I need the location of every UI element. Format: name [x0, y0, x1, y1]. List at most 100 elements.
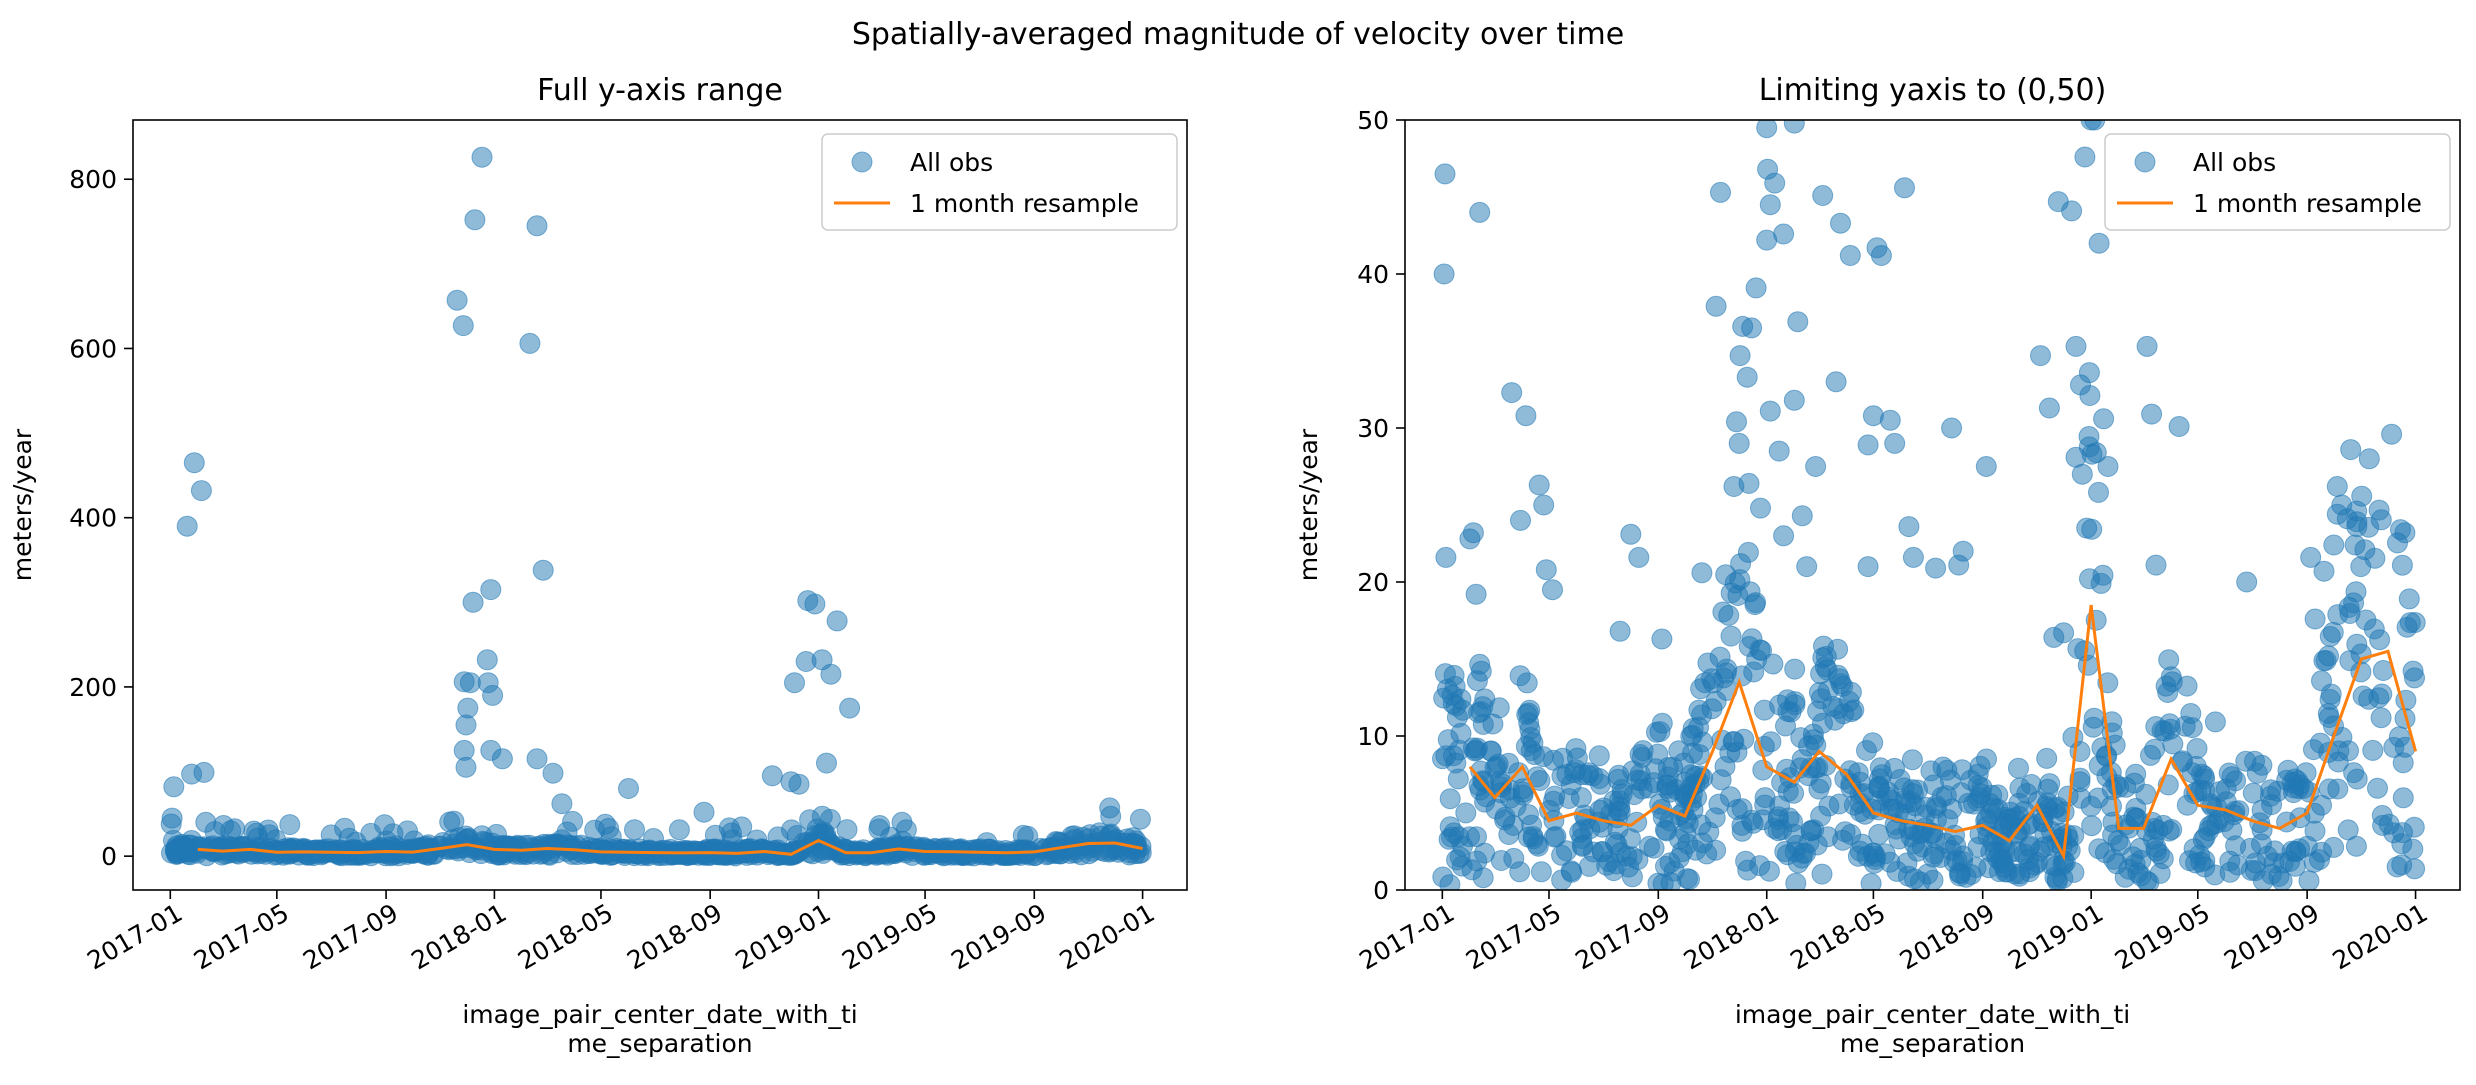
data-point: [1533, 494, 1555, 516]
data-point: [455, 714, 477, 736]
data-point: [1825, 371, 1847, 393]
data-point: [1827, 698, 1849, 720]
x-tick-label: 2019-05: [837, 898, 942, 975]
data-point: [826, 610, 848, 632]
x-tick-label: 2018-01: [406, 898, 511, 975]
data-point: [816, 752, 837, 774]
data-point: [346, 839, 368, 861]
data-point: [1759, 400, 1781, 422]
data-point: [1606, 834, 1628, 855]
data-point: [1542, 579, 1563, 601]
data-point: [891, 811, 913, 833]
data-point: [1465, 583, 1487, 605]
data-point: [1461, 859, 1483, 881]
data-point: [2078, 426, 2100, 447]
data-point: [804, 593, 826, 615]
data-point: [1701, 698, 1723, 720]
data-point: [2295, 762, 2317, 784]
data-point: [1800, 820, 1822, 842]
data-point: [977, 838, 999, 860]
data-point: [1784, 691, 1806, 713]
x-axis-label: image_pair_center_date_with_ti: [462, 1000, 857, 1029]
data-point: [1751, 640, 1772, 661]
data-point: [2069, 767, 2091, 789]
data-point: [2326, 476, 2348, 497]
data-point: [446, 289, 468, 311]
figure-title: Spatially-averaged magnitude of velocity…: [852, 17, 1624, 52]
data-point: [1728, 432, 1750, 454]
data-point: [836, 819, 858, 841]
data-point: [2198, 820, 2220, 842]
y-tick-label: 0: [1373, 876, 1389, 905]
data-point: [1516, 672, 1538, 694]
data-point: [193, 836, 215, 858]
data-point: [1733, 728, 1755, 750]
data-point: [1705, 295, 1727, 317]
data-point: [2392, 822, 2413, 844]
data-point: [590, 837, 612, 859]
data-point: [2093, 408, 2115, 430]
data-point: [1960, 769, 1982, 791]
data-point: [542, 762, 564, 784]
x-tick-label: 2020-01: [1055, 898, 1160, 975]
data-point: [2244, 750, 2265, 772]
data-point: [1446, 849, 1468, 871]
data-point: [417, 842, 439, 864]
y-tick-label: 20: [1357, 568, 1389, 597]
data-point: [1894, 177, 1915, 199]
data-point: [1099, 797, 1121, 819]
data-point: [1685, 839, 1707, 861]
data-point: [183, 452, 205, 474]
data-point: [1510, 509, 1531, 531]
data-point: [160, 813, 182, 835]
data-point: [1652, 873, 1674, 890]
legend: All obs 1 month resample: [2104, 133, 2451, 231]
data-point: [1433, 263, 1455, 285]
data-point: [2358, 448, 2380, 470]
data-point: [1915, 796, 1937, 818]
x-tick-label: 2019-05: [2110, 898, 2215, 975]
data-point: [462, 591, 484, 613]
data-point: [1805, 456, 1827, 477]
data-point: [2318, 645, 2339, 667]
data-point: [2168, 416, 2190, 437]
legend-label-points: All obs: [2193, 148, 2276, 177]
data-point: [551, 793, 573, 815]
data-point: [784, 672, 805, 694]
data-point: [1834, 821, 1856, 843]
data-point: [1941, 798, 1963, 820]
data-point: [1839, 245, 1861, 266]
data-point: [1462, 522, 1484, 544]
data-point: [2080, 795, 2102, 817]
data-point: [820, 663, 842, 685]
legend-label-line: 1 month resample: [2193, 189, 2422, 218]
data-point: [455, 756, 477, 778]
data-point: [1679, 868, 1700, 890]
data-point: [1608, 800, 1630, 822]
data-point: [1716, 658, 1738, 680]
data-point: [2381, 423, 2403, 445]
data-point: [2101, 795, 2122, 817]
data-point: [526, 215, 548, 237]
data-point: [1682, 742, 1703, 764]
data-point: [532, 559, 554, 581]
data-point: [1939, 769, 1961, 791]
data-point: [2145, 554, 2167, 576]
data-point: [2125, 763, 2147, 785]
data-point: [1572, 819, 1594, 841]
data-point: [1501, 382, 1523, 404]
data-point: [1784, 658, 1806, 680]
data-point: [2052, 867, 2074, 889]
data-point: [2338, 740, 2359, 762]
data-point: [1791, 505, 1813, 527]
data-point: [1532, 746, 1554, 768]
data-point: [2180, 703, 2202, 724]
data-point: [1948, 554, 1970, 576]
data-point: [2326, 503, 2348, 525]
y-tick-label: 0: [101, 842, 117, 871]
data-point: [1720, 625, 1742, 647]
data-point: [1884, 432, 1906, 454]
data-point: [1452, 699, 1474, 721]
data-point: [1769, 795, 1791, 817]
